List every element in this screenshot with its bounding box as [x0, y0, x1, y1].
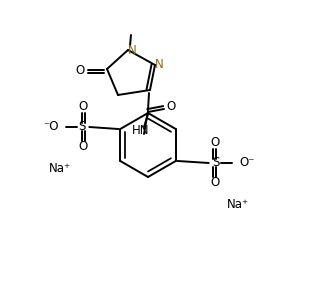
- Text: HN: HN: [132, 124, 150, 137]
- Text: O: O: [166, 100, 176, 113]
- Text: O: O: [75, 64, 85, 78]
- Text: S: S: [78, 120, 86, 134]
- Text: N: N: [128, 43, 136, 57]
- Text: O: O: [79, 100, 88, 113]
- Text: O: O: [210, 137, 219, 149]
- Text: S: S: [212, 156, 219, 169]
- Text: ⁻O: ⁻O: [43, 120, 58, 134]
- Text: Na⁺: Na⁺: [49, 163, 71, 176]
- Text: O: O: [79, 141, 88, 154]
- Text: N: N: [154, 57, 163, 71]
- Text: Na⁺: Na⁺: [226, 198, 249, 212]
- Text: O⁻: O⁻: [240, 156, 255, 169]
- Text: O: O: [210, 176, 219, 190]
